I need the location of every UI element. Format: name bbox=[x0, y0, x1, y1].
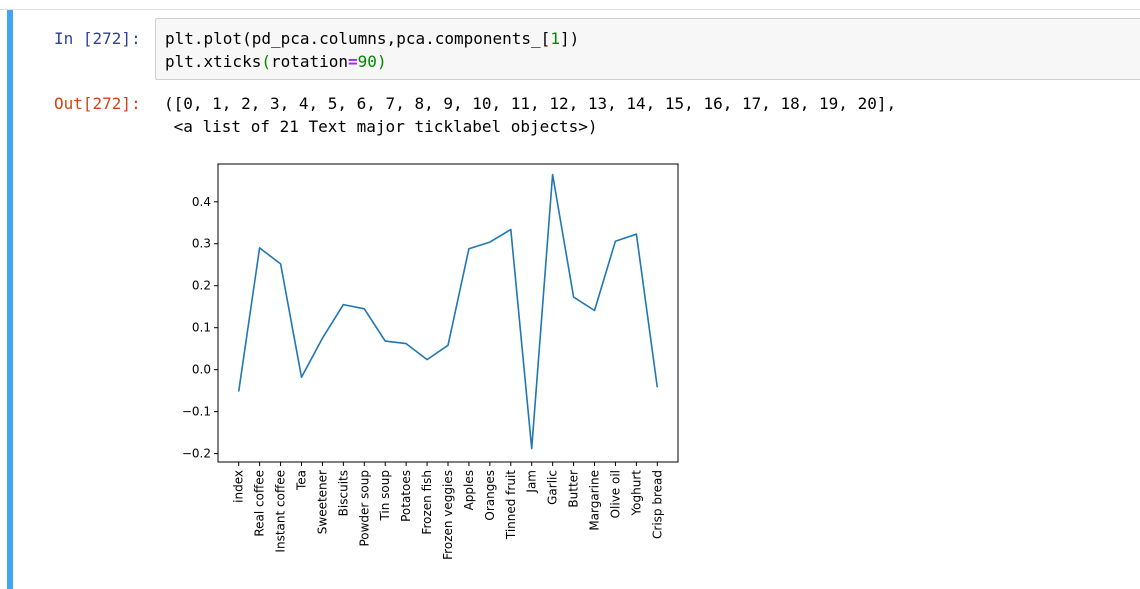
top-divider bbox=[0, 9, 1140, 10]
output-prompt: Out[272]: bbox=[54, 94, 141, 113]
y-tick-label: −0.1 bbox=[182, 405, 211, 419]
x-tick-label: Sweetener bbox=[315, 470, 329, 534]
output-text: ([0, 1, 2, 3, 4, 5, 6, 7, 8, 9, 10, 11, … bbox=[164, 92, 896, 138]
code-line-1: plt.plot(pd_pca.columns,pca.components_[… bbox=[165, 29, 580, 48]
x-tick-label: Garlic bbox=[546, 470, 560, 505]
x-tick-label: Oranges bbox=[483, 470, 497, 521]
x-tick-label: Tea bbox=[294, 470, 308, 491]
series-line bbox=[237, 173, 659, 450]
code-input-area[interactable]: plt.plot(pd_pca.columns,pca.components_[… bbox=[155, 18, 1140, 80]
y-tick-label: 0.3 bbox=[192, 237, 211, 251]
x-tick-label: Crisp bread bbox=[650, 470, 664, 539]
plot-frame bbox=[217, 163, 679, 463]
x-tick-label: Instant coffee bbox=[274, 470, 288, 553]
input-prompt: In [272]: bbox=[54, 29, 141, 48]
x-tick-label: index bbox=[232, 470, 246, 503]
selected-cell-indicator bbox=[7, 10, 13, 589]
x-tick-label: Olive oil bbox=[608, 470, 622, 518]
y-tick-label: 0.4 bbox=[192, 195, 211, 209]
x-tick-label: Margarine bbox=[588, 470, 602, 531]
x-tick-label: Tin soup bbox=[378, 470, 392, 522]
y-tick-label: 0.1 bbox=[192, 321, 211, 335]
output-line-2: <a list of 21 Text major ticklabel objec… bbox=[164, 117, 598, 136]
x-tick-label: Butter bbox=[567, 470, 581, 508]
code-editor[interactable]: plt.plot(pd_pca.columns,pca.components_[… bbox=[165, 27, 579, 73]
x-tick-label: Jam bbox=[525, 470, 539, 494]
x-tick-label: Yoghurt bbox=[629, 470, 643, 517]
x-tick-label: Biscuits bbox=[336, 470, 350, 516]
x-tick-label: Frozen veggies bbox=[441, 470, 455, 560]
y-tick-label: 0.0 bbox=[192, 363, 211, 377]
code-line-2: plt.xticks(rotation=90) bbox=[165, 52, 387, 71]
y-tick-label: −0.2 bbox=[182, 447, 211, 461]
output-line-1: ([0, 1, 2, 3, 4, 5, 6, 7, 8, 9, 10, 11, … bbox=[164, 94, 897, 113]
x-tick-label: Frozen fish bbox=[420, 470, 434, 535]
x-tick-label: Apples bbox=[462, 470, 476, 510]
x-tick-label: Tinned fruit bbox=[504, 470, 518, 540]
x-tick-label: Powder soup bbox=[357, 470, 371, 547]
y-tick-label: 0.2 bbox=[192, 279, 211, 293]
x-tick-label: Real coffee bbox=[253, 470, 267, 537]
line-chart: −0.2 −0.1 0.0 0.1 0.2 0.3 0.4 index Real coffee I… bbox=[182, 163, 679, 560]
x-tick-label: Potatoes bbox=[399, 470, 413, 522]
